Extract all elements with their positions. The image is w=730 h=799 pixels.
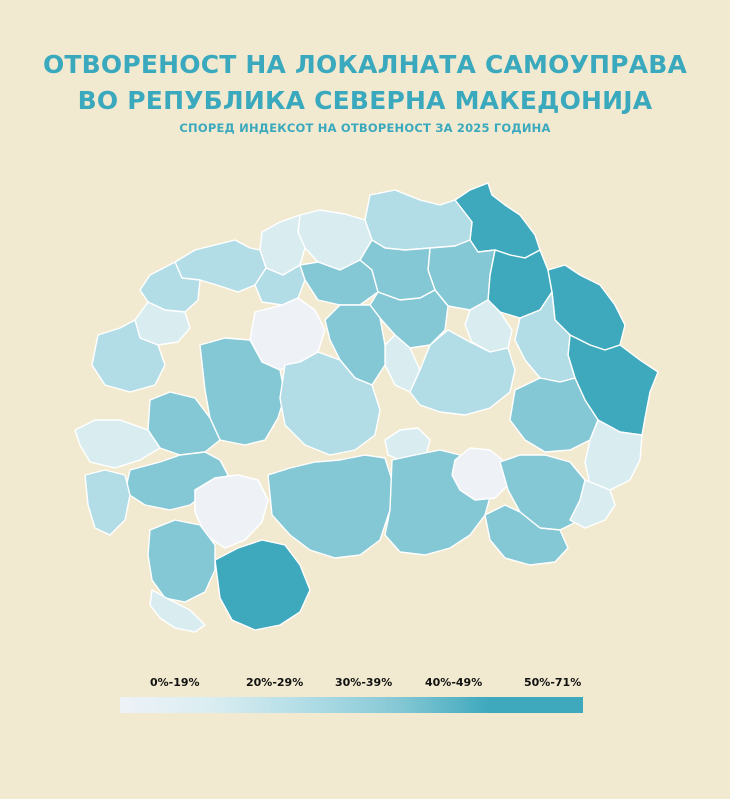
legend-swatch-3	[305, 697, 398, 713]
region-southeast-2	[484, 504, 569, 566]
region-ohrid	[84, 469, 131, 536]
region-west-1	[139, 261, 201, 313]
legend-label-1: 0%-19%	[150, 676, 200, 689]
region-center-east-white	[384, 427, 431, 463]
region-center-east-white	[569, 479, 616, 529]
region-east-south	[584, 419, 643, 491]
title-line-1: ОТВОРЕНОСТ НА ЛОКАЛНАТА САМОУПРАВА	[42, 50, 688, 79]
region-southeast-white	[451, 447, 509, 501]
region-west-2	[91, 319, 166, 393]
region-center-mid	[409, 329, 516, 416]
legend-label-4: 40%-49%	[425, 676, 483, 689]
legend-swatch-4	[397, 697, 491, 713]
region-west-small	[74, 419, 161, 469]
region-west-north	[514, 291, 576, 383]
region-prespa	[149, 589, 206, 633]
region-south-1	[214, 539, 311, 631]
legend-color-bar	[120, 697, 583, 713]
legend-label-5: 50%-71%	[524, 676, 582, 689]
region-southwest-2	[267, 454, 393, 559]
legend-label-3: 30%-39%	[335, 676, 393, 689]
legend-label-2: 20%-29%	[246, 676, 304, 689]
subtitle: СПОРЕД ИНДЕКСОТ НА ОТВОРЕНОСТ ЗА 2025 ГО…	[179, 121, 551, 135]
region-center-big	[279, 351, 381, 456]
region-south-2	[147, 519, 216, 603]
title-line-2: ВО РЕПУБЛИКА СЕВЕРНА МАКЕДОНИЈА	[77, 86, 653, 115]
legend-swatch-5	[490, 697, 583, 713]
legend-swatch-2	[212, 697, 306, 713]
legend-swatch-1	[120, 697, 213, 713]
region-center-east	[324, 304, 386, 386]
